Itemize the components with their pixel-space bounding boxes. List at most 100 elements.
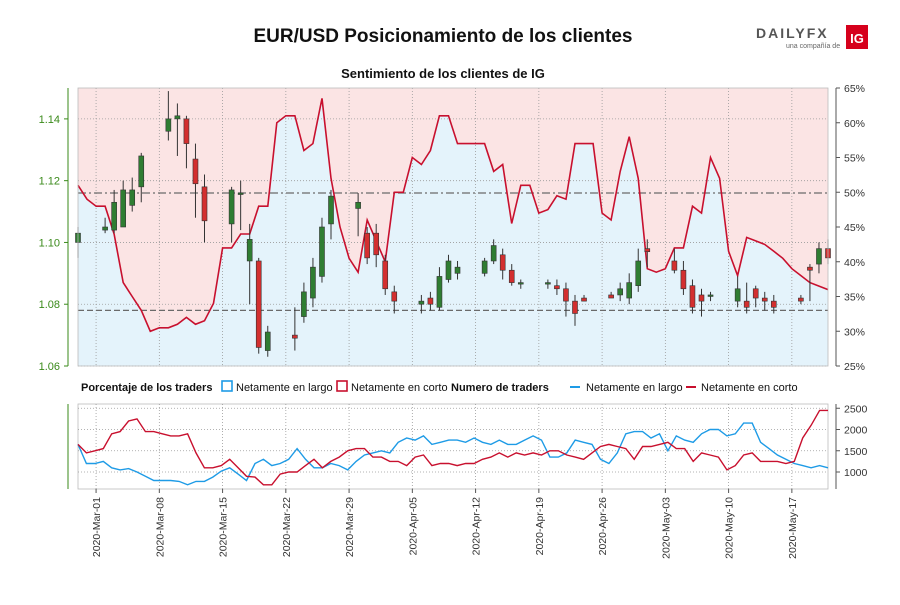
long-region xyxy=(78,98,828,367)
candle xyxy=(292,307,298,351)
candle-body-down xyxy=(752,288,759,299)
date-tick-label: 2020-Apr-26 xyxy=(597,497,609,556)
traders-tick-label: 2000 xyxy=(844,425,868,437)
candle-body-up xyxy=(264,331,271,351)
candle-body-down xyxy=(255,260,262,348)
price-tick-label: 1.14 xyxy=(39,114,60,126)
date-tick-label: 2020-May-03 xyxy=(660,497,672,559)
candle xyxy=(255,257,262,354)
candle xyxy=(707,291,714,302)
candle xyxy=(319,217,325,283)
candle xyxy=(671,248,678,274)
date-tick-label: 2020-Mar-08 xyxy=(154,497,166,557)
candle xyxy=(264,325,271,357)
plot-frame xyxy=(77,87,829,367)
legend-short-count-label: Netamente en corto xyxy=(701,382,798,394)
candle xyxy=(698,288,705,317)
candle xyxy=(807,264,813,302)
legend-long-count-label: Netamente en largo xyxy=(586,382,683,394)
candle xyxy=(563,282,569,317)
candle xyxy=(183,115,190,169)
candle xyxy=(481,257,488,277)
candle-body-up xyxy=(310,266,316,299)
short-sentiment-line xyxy=(77,98,829,333)
candle-body-up xyxy=(102,226,108,231)
date-tick-label: 2020-Mar-22 xyxy=(281,497,293,557)
logo-tagline: una compañía de xyxy=(786,43,840,50)
candle-body-down xyxy=(581,297,587,302)
candle-body-down xyxy=(770,300,777,308)
candle xyxy=(310,257,316,308)
candle xyxy=(608,291,614,299)
candle xyxy=(237,180,244,231)
candle-body-down xyxy=(807,266,813,271)
candle xyxy=(418,294,425,314)
candle-body-down xyxy=(572,300,578,314)
candle xyxy=(129,177,136,212)
candle-body-down xyxy=(192,158,199,185)
candle-body-down xyxy=(508,269,515,283)
candle xyxy=(364,227,370,265)
candle-body-up xyxy=(626,282,633,299)
traders-short-line xyxy=(77,409,828,486)
candle xyxy=(382,254,389,295)
candle xyxy=(499,248,506,280)
candle-body-down xyxy=(292,334,298,339)
candle-body-up xyxy=(319,226,325,277)
candle xyxy=(445,254,452,283)
candle-body-up xyxy=(816,248,822,265)
candle xyxy=(102,217,108,234)
candle-body-up xyxy=(237,192,244,195)
candle xyxy=(617,282,623,302)
date-axis: 2020-Mar-01 2020-Mar-08 2020-Mar-15 2020-Ma… xyxy=(91,489,799,559)
traders-tick-label: 2500 xyxy=(844,403,868,415)
candle xyxy=(120,180,126,228)
candle-body-down xyxy=(391,291,398,302)
legend-long-swatch xyxy=(221,380,233,392)
candle xyxy=(572,294,578,326)
candle xyxy=(761,291,768,311)
candle xyxy=(436,267,443,311)
sentiment-tick-label: 55% xyxy=(844,153,865,165)
candle xyxy=(355,193,361,237)
ig-badge-text: IG xyxy=(850,31,864,46)
logo-brand: DAILYFX xyxy=(756,25,829,41)
candle xyxy=(798,294,804,305)
candle-body-down xyxy=(427,297,434,305)
ig-badge xyxy=(846,25,868,49)
candle-body-down xyxy=(373,232,379,256)
sentiment-tick-label: 35% xyxy=(844,292,865,304)
candle xyxy=(373,223,379,268)
candle-body-up xyxy=(436,276,443,308)
candle xyxy=(680,260,687,295)
candle-body-up xyxy=(635,260,642,286)
candle xyxy=(644,239,651,268)
candle xyxy=(228,186,235,243)
candle xyxy=(581,294,587,302)
candle-body-down xyxy=(689,285,696,308)
traders-frame xyxy=(77,403,829,490)
legend-short-swatch xyxy=(336,380,348,392)
candle-body-down xyxy=(743,300,750,308)
legend-long-label: Netamente en largo xyxy=(236,382,333,394)
candle xyxy=(328,189,334,240)
candle-body-up xyxy=(129,189,136,206)
candle-body-up xyxy=(734,288,741,302)
candle-body-up xyxy=(120,189,126,228)
price-tick-label: 1.08 xyxy=(39,299,60,311)
candle-body-down xyxy=(201,186,208,222)
candle xyxy=(391,285,398,314)
legend-percent-label: Porcentaje de los traders xyxy=(81,382,212,394)
date-tick-label: 2020-Mar-01 xyxy=(91,497,103,557)
candle xyxy=(816,242,822,274)
traders-count-plot: 1000 1500 2000 2500 xyxy=(67,403,868,490)
candle-body-down xyxy=(563,288,569,302)
candle-body-down xyxy=(554,285,560,290)
date-tick-label: 2020-Mar-29 xyxy=(344,497,356,557)
chart-title: EUR/USD Posicionamiento de los clientes xyxy=(253,26,632,47)
sentiment-tick-label: 25% xyxy=(844,361,865,373)
traders-long-line xyxy=(77,422,829,486)
candle-body-up xyxy=(228,189,235,225)
candle xyxy=(174,103,181,156)
candle-body-up xyxy=(418,300,425,305)
